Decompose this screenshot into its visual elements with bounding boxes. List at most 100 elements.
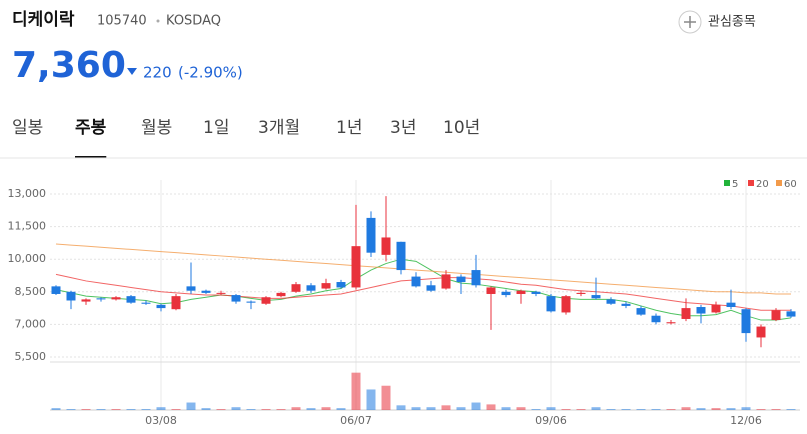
volume-bar (501, 407, 511, 410)
volume-bar (681, 407, 691, 410)
tab[interactable]: 3개월 (258, 118, 300, 138)
candle-body (741, 309, 751, 334)
volume-bar (66, 409, 76, 410)
tab[interactable]: 주봉 (75, 118, 107, 138)
candle-body (366, 217, 376, 253)
plus-circle (678, 10, 702, 34)
volume-bar (396, 405, 406, 410)
volume-bar (111, 409, 121, 410)
candle-body (186, 286, 196, 291)
candle-body (411, 276, 421, 287)
candle-body (756, 326, 766, 338)
current-price: 7,360 (12, 45, 126, 86)
candle-body (486, 287, 496, 294)
volume-bar (651, 409, 661, 410)
volume-bar (726, 408, 736, 410)
down-arrow (127, 68, 137, 75)
chart: 5,500 7,000 8,500 10,000 11,500 13,000 03/08 06… (8, 179, 800, 427)
volume-bar (561, 409, 571, 410)
candle-body (471, 270, 481, 286)
volume-bar (366, 389, 376, 410)
candle-body (126, 296, 136, 303)
candle-body (66, 291, 76, 301)
tab[interactable]: 3년 (390, 118, 416, 138)
candle-body (786, 311, 796, 317)
y-tick-label: 11,500 (8, 220, 47, 233)
volume-bar (606, 409, 616, 410)
volume-bar (276, 409, 286, 410)
tab[interactable]: 월봉 (141, 118, 172, 138)
candle-body (501, 291, 511, 296)
volume-bar (771, 409, 781, 410)
volume-bar (531, 409, 541, 410)
legend-swatch (776, 180, 782, 186)
candle-body (516, 290, 526, 294)
y-tick-label: 5,500 (15, 350, 47, 363)
separator-dot (156, 19, 160, 23)
candle-body (141, 302, 151, 304)
candle-body (636, 308, 646, 315)
candle-body (216, 292, 226, 294)
legend-label: 60 (784, 179, 797, 190)
price-change-pct: (-2.90%) (178, 64, 243, 82)
tab[interactable]: 1년 (336, 118, 362, 138)
volume-bar (456, 407, 466, 410)
volume-bar (171, 409, 181, 410)
candle-body (771, 310, 781, 321)
legend-label: 5 (732, 179, 738, 190)
candle-body (171, 296, 181, 310)
x-tick-label: 03/08 (145, 414, 177, 427)
tab-bar: 일봉 주봉 월봉 1일 3개월 1년 3년 10년 (12, 118, 480, 158)
volume-bar (516, 407, 526, 410)
volume-bar (351, 372, 361, 410)
candle-body (456, 276, 466, 283)
candle-body (51, 286, 61, 294)
volume-bar (621, 409, 631, 410)
volume-bar (216, 409, 226, 410)
candle-body (291, 284, 301, 292)
volume-bar (441, 405, 451, 410)
price-change: 220 (143, 64, 172, 82)
candle-body (351, 246, 361, 288)
tab[interactable]: 일봉 (12, 118, 43, 138)
candle-body (246, 301, 256, 303)
volume-bar (231, 407, 241, 410)
y-tick-label: 13,000 (8, 187, 47, 200)
x-tick-label: 09/06 (535, 414, 567, 427)
volume-bar (591, 407, 601, 410)
candle-body (336, 282, 346, 288)
tab[interactable]: 10년 (443, 118, 480, 138)
volume-bar (306, 408, 316, 410)
volume-bar (486, 404, 496, 410)
volume-bar (756, 409, 766, 410)
candle-body (576, 292, 586, 294)
volume-bar (411, 407, 421, 410)
x-tick-label: 12/06 (730, 414, 762, 427)
volume-bar (261, 409, 271, 410)
volume-bar (696, 408, 706, 410)
watch-label: 관심종목 (708, 15, 756, 30)
candle-body (606, 299, 616, 304)
watch-button[interactable]: 관심종목 (678, 10, 756, 34)
candle-body (441, 274, 451, 289)
candle-body (681, 308, 691, 319)
candle-body (561, 296, 571, 313)
candle-body (531, 291, 541, 294)
candle-body (726, 302, 736, 308)
tab[interactable]: 1일 (203, 118, 229, 138)
y-tick-label: 7,000 (15, 317, 47, 330)
candle-body (396, 241, 406, 271)
candle-body (96, 298, 106, 300)
candle-body (231, 295, 241, 302)
moving-average (55, 243, 791, 295)
volume-bar (741, 407, 751, 410)
candle-body (156, 304, 166, 309)
volume-bar (51, 408, 61, 410)
volume-bar (546, 407, 556, 410)
legend-swatch (748, 180, 754, 186)
volume-bar (246, 409, 256, 410)
candle-body (276, 292, 286, 297)
candle-body (261, 297, 271, 304)
